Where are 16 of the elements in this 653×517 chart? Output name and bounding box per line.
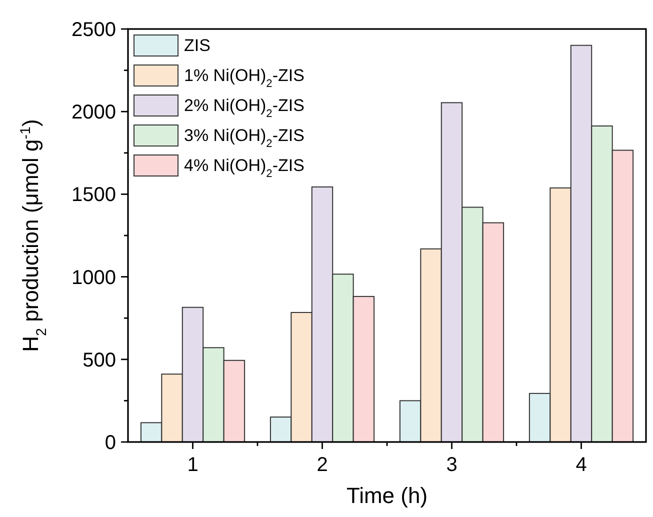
legend-label: ZIS [184, 36, 210, 55]
legend-label: 4% Ni(OH)$_{2}$-ZIS [184, 156, 304, 180]
x-tick-label: 2 [316, 454, 328, 476]
y-tick-label: 1500 [72, 184, 116, 206]
y-tick-label: 0 [104, 432, 116, 454]
y-tick-label: 500 [82, 349, 116, 372]
x-tick-label: 4 [576, 454, 587, 476]
y-tick-label: 2500 [72, 19, 116, 41]
x-axis-title: Time (h) [346, 483, 428, 508]
legend-label: 3% Ni(OH)$_{2}$-ZIS [184, 126, 304, 150]
y-tick-label: 2000 [72, 102, 116, 124]
legend-label: 2% Ni(OH)$_{2}$-ZIS [184, 96, 304, 120]
x-tick-label: 3 [446, 454, 458, 476]
x-tick-label: 1 [187, 454, 198, 476]
legend-label: 1% Ni(OH)$_{2}$-ZIS [184, 66, 304, 90]
y-tick-label: 1000 [72, 266, 116, 289]
